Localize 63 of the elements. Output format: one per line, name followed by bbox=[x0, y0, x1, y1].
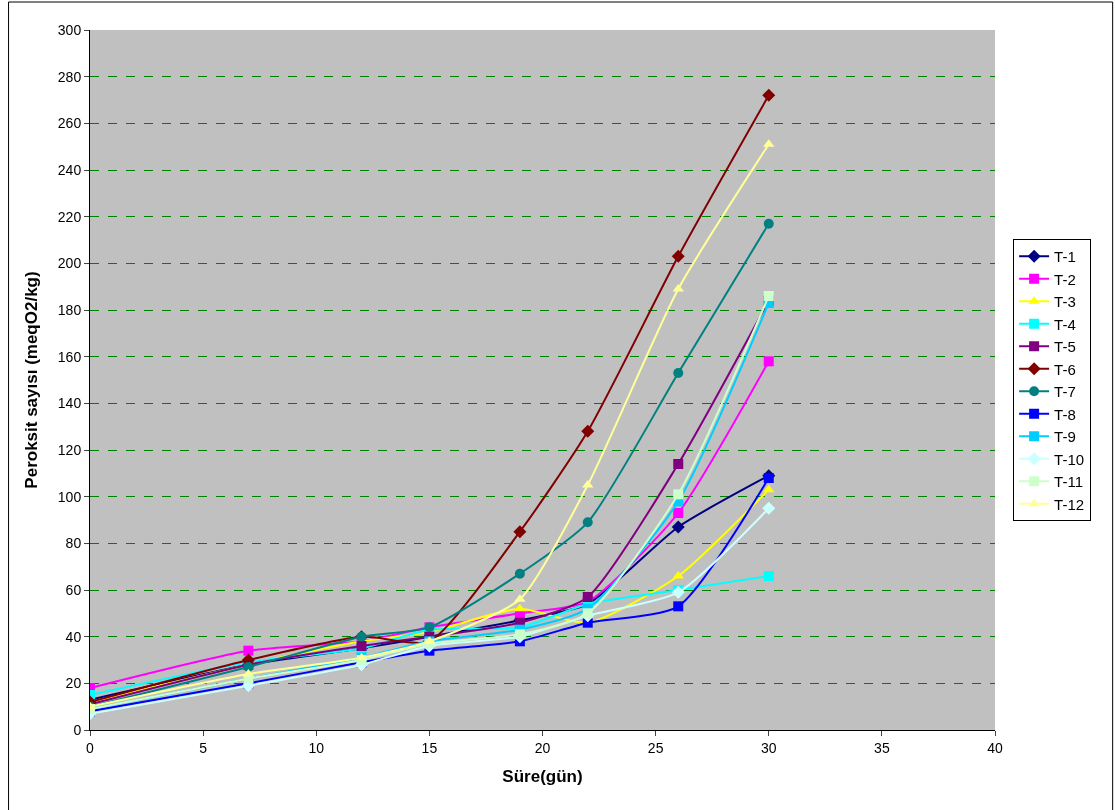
legend-label: T-12 bbox=[1054, 495, 1085, 513]
y-tick-label: 0 bbox=[73, 721, 82, 738]
y-tick-label: 200 bbox=[57, 255, 82, 272]
point bbox=[671, 520, 685, 534]
y-tick-label: 180 bbox=[57, 301, 82, 318]
point bbox=[514, 603, 526, 612]
y-tick-label: 80 bbox=[65, 535, 82, 552]
x-tick-label: 25 bbox=[647, 739, 664, 756]
point bbox=[763, 218, 774, 229]
x-tick-label: 15 bbox=[421, 739, 438, 756]
y-tick-label: 140 bbox=[57, 395, 82, 412]
x-tick-label: 0 bbox=[86, 739, 95, 756]
y-axis-title: Peroksit sayısı (meqO2/kg) bbox=[22, 271, 42, 489]
point bbox=[763, 571, 774, 581]
y-tick-label: 20 bbox=[65, 675, 82, 692]
legend-label: T-3 bbox=[1054, 293, 1076, 311]
x-tick-label: 10 bbox=[308, 739, 325, 756]
y-tick-label: 260 bbox=[57, 115, 82, 132]
y-tick-label: 240 bbox=[57, 161, 82, 178]
legend-label: T-7 bbox=[1054, 383, 1076, 401]
legend-label: T-1 bbox=[1054, 248, 1076, 266]
x-axis-title: Süre(gün) bbox=[502, 767, 583, 787]
point bbox=[243, 645, 254, 656]
point bbox=[762, 501, 776, 515]
legend-label: T-5 bbox=[1054, 338, 1076, 356]
y-tick-label: 100 bbox=[57, 488, 82, 505]
point bbox=[673, 368, 684, 378]
legend-label: T-9 bbox=[1054, 428, 1076, 446]
y-tick-label: 40 bbox=[65, 628, 82, 645]
y-tick-label: 120 bbox=[57, 441, 82, 458]
point bbox=[763, 291, 774, 301]
y-tick-label: 220 bbox=[57, 208, 82, 225]
point bbox=[673, 508, 684, 518]
point bbox=[673, 459, 684, 469]
x-tick-label: 20 bbox=[534, 739, 551, 756]
y-tick-label: 160 bbox=[57, 348, 82, 365]
legend-label: T-8 bbox=[1054, 405, 1076, 423]
point bbox=[763, 356, 774, 367]
point bbox=[673, 601, 684, 612]
legend-label: T-6 bbox=[1054, 360, 1076, 378]
point bbox=[513, 525, 527, 539]
y-tick-label: 280 bbox=[57, 68, 82, 85]
y-tick-label: 300 bbox=[57, 21, 82, 38]
x-tick-label: 35 bbox=[874, 739, 890, 756]
point bbox=[671, 585, 685, 599]
point bbox=[582, 608, 593, 619]
legend-label: T-2 bbox=[1054, 270, 1076, 288]
point bbox=[762, 88, 776, 102]
point bbox=[673, 489, 684, 500]
point bbox=[582, 592, 593, 602]
legend-label: T-11 bbox=[1054, 473, 1084, 491]
point bbox=[581, 424, 595, 438]
point bbox=[671, 249, 685, 263]
x-tick-label: 40 bbox=[987, 739, 1003, 756]
point bbox=[582, 517, 593, 528]
y-tick-label: 60 bbox=[65, 581, 82, 598]
point bbox=[763, 473, 774, 483]
legend-label: T-10 bbox=[1054, 450, 1085, 468]
legend-label: T-4 bbox=[1054, 315, 1076, 333]
point bbox=[514, 568, 525, 579]
x-tick-label: 5 bbox=[199, 739, 208, 756]
point bbox=[514, 629, 525, 640]
x-tick-label: 30 bbox=[760, 739, 777, 756]
